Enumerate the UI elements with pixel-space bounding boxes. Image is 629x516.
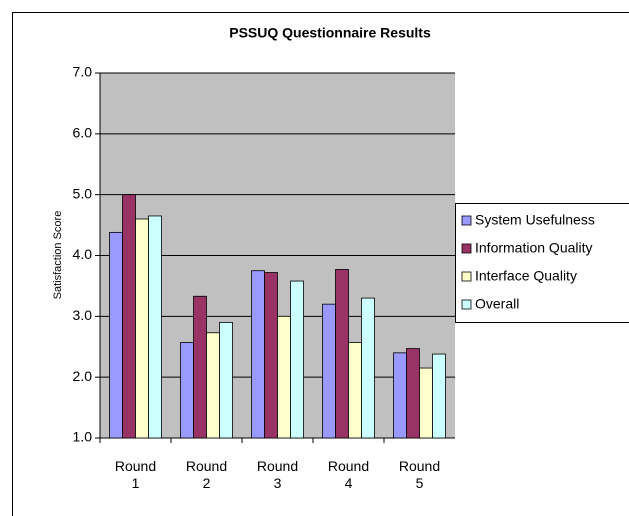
bar — [361, 297, 375, 439]
y-tick-label: 4.0 — [73, 246, 93, 262]
y-tick-label: 6.0 — [73, 125, 93, 141]
bar — [277, 315, 291, 439]
legend-label: System Usefulness — [475, 212, 595, 228]
x-tick-label: Round 1 — [114, 458, 157, 491]
x-tick-label: Round 3 — [256, 458, 299, 491]
bar — [419, 367, 433, 439]
legend-label: Overall — [475, 296, 519, 312]
x-tick-label: Round 5 — [398, 458, 441, 491]
y-tick-label: 5.0 — [73, 185, 93, 201]
bar — [406, 348, 420, 439]
chart-title: PSSUQ Questionnaire Results — [229, 25, 431, 41]
legend-box — [455, 203, 629, 323]
y-tick-label: 3.0 — [73, 307, 93, 323]
bar — [180, 342, 194, 439]
legend-label: Interface Quality — [475, 268, 577, 284]
bar — [219, 322, 233, 439]
y-axis-label: Satisfaction Score — [52, 211, 64, 300]
y-tick-label: 7.0 — [73, 64, 93, 80]
x-tick-label: Round 4 — [327, 458, 370, 491]
bar — [393, 352, 407, 439]
bar — [148, 215, 162, 439]
legend-label: Information Quality — [475, 240, 593, 256]
bar — [264, 272, 278, 439]
bar — [348, 342, 362, 439]
legend-swatch — [461, 243, 472, 254]
legend-swatch — [461, 215, 472, 226]
bar — [135, 218, 149, 439]
bar — [122, 194, 136, 439]
y-tick-label: 1.0 — [73, 429, 93, 445]
bar — [322, 303, 336, 439]
bar — [109, 231, 123, 439]
legend-swatch — [461, 299, 472, 310]
bar — [251, 270, 265, 439]
x-tick-label: Round 2 — [185, 458, 228, 491]
bar — [193, 295, 207, 439]
bar — [432, 353, 446, 439]
bar — [206, 332, 220, 439]
legend-swatch — [461, 271, 472, 282]
y-tick-label: 2.0 — [73, 368, 93, 384]
bar — [290, 280, 304, 439]
bar — [335, 269, 349, 439]
